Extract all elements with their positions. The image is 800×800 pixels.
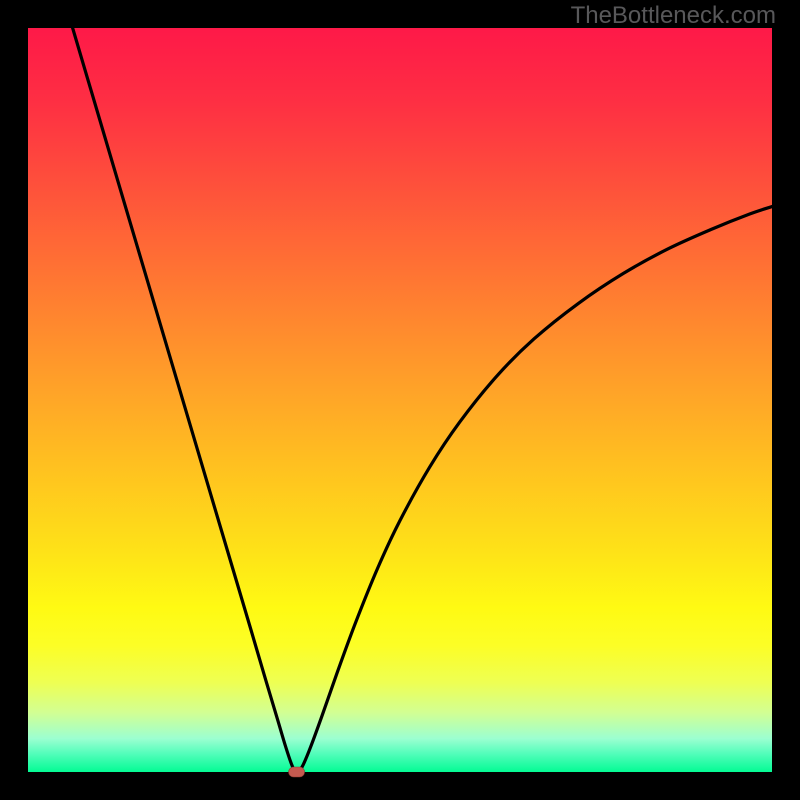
optimal-marker	[289, 767, 305, 777]
watermark-text: TheBottleneck.com	[571, 2, 776, 30]
chart-frame: TheBottleneck.com	[0, 0, 800, 800]
chart-svg	[0, 0, 800, 800]
plot-background	[28, 28, 772, 772]
